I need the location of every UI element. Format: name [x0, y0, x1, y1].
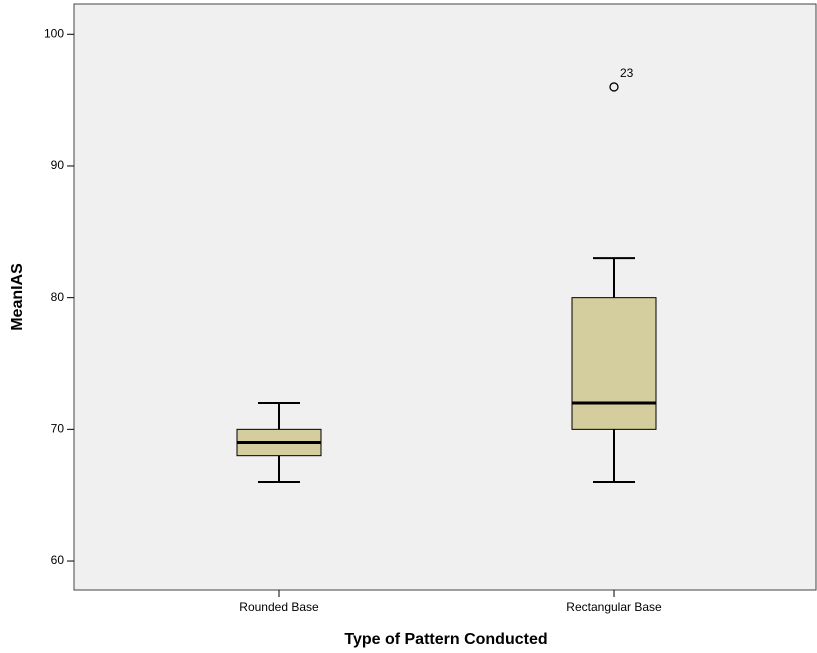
- y-tick-label: 90: [51, 158, 65, 172]
- y-tick-label: 80: [51, 290, 65, 304]
- y-axis-label: MeanIAS: [9, 263, 26, 331]
- plot-area: [73, 3, 817, 591]
- outlier-label: 23: [620, 66, 634, 80]
- box: [571, 297, 657, 430]
- outlier: [609, 82, 619, 92]
- x-axis-label: Type of Pattern Conducted: [344, 631, 547, 648]
- y-tick-label: 100: [44, 26, 64, 40]
- y-tick-label: 60: [51, 553, 65, 567]
- y-tick-label: 70: [51, 422, 65, 436]
- x-tick-label: Rounded Base: [239, 600, 319, 614]
- x-tick-label: Rectangular Base: [566, 600, 662, 614]
